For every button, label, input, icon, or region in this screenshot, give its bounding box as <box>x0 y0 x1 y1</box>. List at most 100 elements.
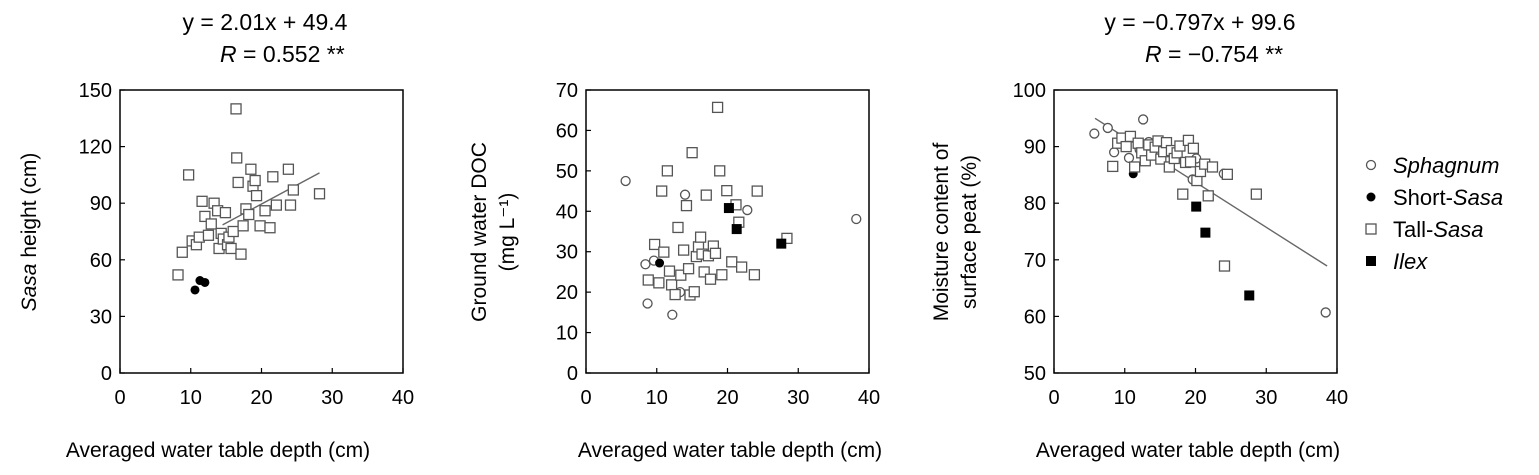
x-tick-label: 0 <box>114 387 125 409</box>
data-point-tall-sasa <box>661 165 674 177</box>
data-point-tall-sasa <box>656 185 668 197</box>
plot-frame <box>119 89 404 374</box>
y-tick-label: 70 <box>556 80 578 102</box>
x-tick-label: 40 <box>1326 387 1348 409</box>
data-point-tall-sasa <box>711 101 724 114</box>
data-point-tall-sasa <box>235 248 247 260</box>
panel-sasa-height: y = 2.01x + 49.4 R = 0.552 ** Sasa heigh… <box>18 9 414 462</box>
x-tick-label: 20 <box>716 387 738 409</box>
data-point-tall-sasa <box>259 205 271 217</box>
correlation-coefficient: R = −0.754 ** <box>1145 41 1283 67</box>
data-point-tall-sasa <box>1174 140 1186 152</box>
data-point-sphagnum <box>679 189 691 200</box>
data-point-tall-sasa <box>1221 168 1233 180</box>
data-point-sphagnum <box>667 309 678 320</box>
data-point-tall-sasa <box>182 169 195 181</box>
data-point-tall-sasa <box>726 256 738 268</box>
data-point-tall-sasa <box>686 147 698 159</box>
y-tick-label: 150 <box>79 80 112 102</box>
x-tick-label: 40 <box>392 387 414 409</box>
data-point-short-sasa <box>200 277 210 287</box>
data-point-tall-sasa <box>688 286 700 298</box>
legend: Sphagnum Short-Sasa Tall-Sasa Ilex <box>1365 153 1503 274</box>
legend-item-short-sasa: Short-Sasa <box>1366 185 1503 210</box>
data-point-sphagnum <box>1137 114 1149 125</box>
data-point-tall-sasa <box>781 232 793 245</box>
y-tick-label: 10 <box>556 323 578 345</box>
legend-marker-open-square <box>1365 223 1377 235</box>
data-point-tall-sasa <box>232 176 244 189</box>
data-point-tall-sasa <box>245 163 257 175</box>
y-axis-label: Ground water DOC <box>468 142 491 322</box>
y-tick-label: 50 <box>556 161 578 183</box>
data-point-ilex <box>723 203 734 214</box>
x-axis-label: Averaged water table depth (cm) <box>1036 439 1340 462</box>
legend-item-ilex: Ilex <box>1366 249 1428 274</box>
data-point-tall-sasa <box>243 208 255 221</box>
data-point-tall-sasa <box>682 263 695 275</box>
data-point-tall-sasa <box>230 103 242 115</box>
data-point-ilex <box>776 238 787 249</box>
plot-frame <box>1053 89 1338 374</box>
plot-frame <box>585 89 870 374</box>
x-tick-label: 0 <box>580 387 591 409</box>
data-point-tall-sasa <box>231 152 243 164</box>
data-point-ilex <box>1244 290 1255 301</box>
x-tick-label: 0 <box>1048 387 1059 409</box>
regression-equation: y = −0.797x + 99.6 <box>1104 9 1295 35</box>
legend-label: Ilex <box>1393 249 1428 274</box>
legend-marker-filled-circle <box>1366 192 1376 202</box>
y-tick-label: 60 <box>90 250 112 272</box>
data-point-tall-sasa <box>694 231 707 243</box>
correlation-coefficient: R = 0.552 ** <box>220 41 345 67</box>
legend-label: Tall-Sasa <box>1393 217 1484 242</box>
data-point-tall-sasa <box>254 220 266 232</box>
data-point-sphagnum <box>620 175 631 187</box>
data-point-tall-sasa <box>665 279 678 291</box>
data-point-tall-sasa <box>284 199 297 211</box>
data-point-tall-sasa <box>748 269 761 281</box>
data-point-sphagnum <box>1320 307 1331 318</box>
data-point-tall-sasa <box>642 274 654 286</box>
y-tick-label: 0 <box>101 363 112 385</box>
x-tick-label: 10 <box>180 387 202 409</box>
data-point-tall-sasa <box>714 165 726 177</box>
panel-moisture: y = −0.797x + 99.6 R = −0.754 ** Moistur… <box>930 9 1348 462</box>
x-tick-label: 20 <box>250 387 272 409</box>
data-point-tall-sasa <box>698 266 710 278</box>
data-point-tall-sasa <box>199 210 211 223</box>
data-point-tall-sasa <box>700 189 712 201</box>
legend-marker-open-circle <box>1365 159 1377 171</box>
data-point-sphagnum <box>1123 152 1135 164</box>
data-point-sphagnum <box>1102 122 1113 134</box>
legend-label: Sphagnum <box>1393 153 1499 178</box>
y-axis-label-units: (mg L⁻¹) <box>496 193 519 272</box>
data-point-sphagnum <box>1108 147 1120 158</box>
data-point-tall-sasa <box>282 163 295 175</box>
data-point-sphagnum <box>1089 128 1100 139</box>
data-point-tall-sasa <box>202 229 215 241</box>
y-tick-label: 20 <box>556 282 578 304</box>
y-axis-label-line2: surface peat (%) <box>958 155 981 309</box>
x-tick-label: 10 <box>646 387 668 409</box>
data-point-tall-sasa <box>721 185 733 197</box>
legend-label: Short-Sasa <box>1393 185 1503 210</box>
x-tick-label: 40 <box>858 387 880 409</box>
y-tick-label: 120 <box>79 137 112 159</box>
data-point-tall-sasa <box>237 220 249 232</box>
data-point-tall-sasa <box>1206 161 1219 173</box>
data-point-tall-sasa <box>716 269 728 281</box>
data-point-short-sasa <box>655 258 665 268</box>
y-tick-label: 60 <box>556 120 578 142</box>
data-point-tall-sasa <box>313 188 326 200</box>
data-point-tall-sasa <box>672 221 684 234</box>
y-tick-label: 50 <box>1024 363 1046 385</box>
data-point-tall-sasa <box>1129 161 1141 173</box>
legend-item-sphagnum: Sphagnum <box>1365 153 1499 178</box>
data-point-tall-sasa <box>680 199 693 212</box>
y-tick-label: 30 <box>90 306 112 328</box>
data-point-tall-sasa <box>658 246 670 258</box>
y-tick-label: 90 <box>1024 137 1046 159</box>
data-point-ilex <box>1191 201 1202 212</box>
